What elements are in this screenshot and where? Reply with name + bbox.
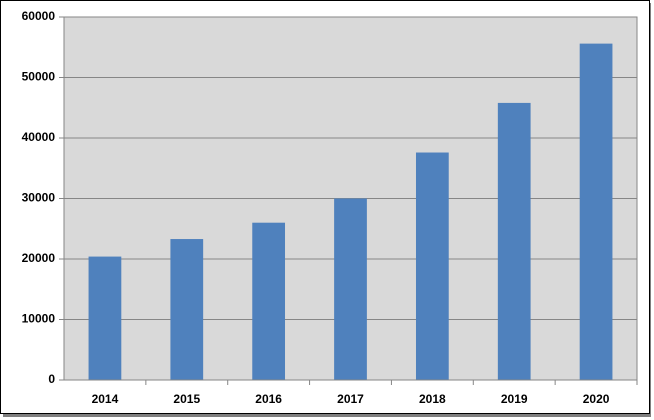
x-tick-label: 2018 bbox=[419, 392, 446, 406]
bar bbox=[334, 198, 367, 380]
y-tick-label: 60000 bbox=[22, 9, 56, 23]
x-tick-label: 2017 bbox=[337, 392, 364, 406]
x-tick-label: 2019 bbox=[501, 392, 528, 406]
y-tick-label: 0 bbox=[48, 372, 55, 386]
x-tick-label: 2015 bbox=[173, 392, 200, 406]
y-tick-label: 40000 bbox=[22, 130, 56, 144]
y-tick-label: 30000 bbox=[22, 191, 56, 205]
x-tick-label: 2020 bbox=[583, 392, 610, 406]
y-tick-label: 10000 bbox=[22, 312, 56, 326]
bar bbox=[170, 239, 204, 380]
x-tick-label: 2016 bbox=[255, 392, 282, 406]
bar bbox=[579, 43, 613, 381]
x-tick-label: 2014 bbox=[92, 392, 119, 406]
bar bbox=[88, 256, 122, 380]
bar bbox=[497, 102, 531, 380]
y-tick-label: 20000 bbox=[22, 251, 56, 265]
bar bbox=[415, 152, 449, 380]
bar bbox=[252, 222, 286, 380]
y-tick-label: 50000 bbox=[22, 70, 56, 84]
